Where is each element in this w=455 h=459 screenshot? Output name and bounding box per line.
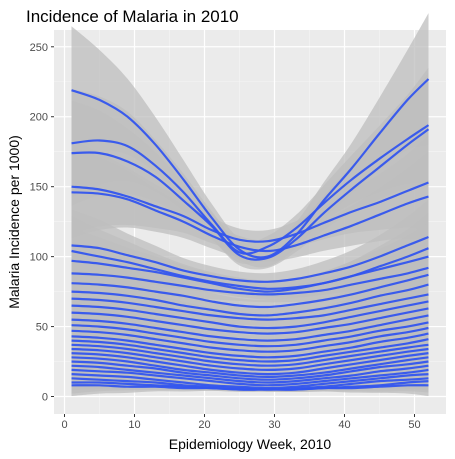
y-tick-label: 50	[36, 322, 48, 334]
x-tick-label: 20	[198, 419, 210, 431]
series-line	[71, 368, 429, 387]
series-line	[71, 332, 429, 359]
x-tick-label: 40	[338, 419, 350, 431]
series-line	[71, 347, 429, 372]
series-line	[71, 314, 429, 342]
x-tick-label: 50	[408, 419, 420, 431]
series-line	[71, 300, 429, 330]
series-lines	[71, 78, 430, 391]
y-tick-label: 250	[30, 42, 48, 54]
x-tick-label: 30	[268, 419, 280, 431]
series-line	[71, 266, 429, 296]
confidence-band	[71, 374, 429, 396]
y-tick-label: 200	[30, 112, 48, 124]
series-line	[71, 283, 429, 317]
series-line	[71, 321, 429, 348]
series-line	[71, 373, 429, 390]
series-line	[71, 360, 429, 381]
y-tick-label: 0	[42, 392, 48, 404]
confidence-band	[71, 146, 429, 262]
series-line	[71, 191, 429, 253]
axis-ticks	[51, 46, 415, 417]
series-line	[71, 384, 429, 391]
series-line	[71, 128, 430, 261]
y-tick-labels: 0 50 100 150 200 250	[30, 42, 48, 404]
y-axis-title: Malaria Incidence per 1000)	[6, 135, 22, 309]
series-line	[71, 364, 429, 384]
x-axis-title: Epidemiology Week, 2010	[169, 436, 332, 452]
y-tick-label: 150	[30, 182, 48, 194]
x-tick-label: 0	[61, 419, 67, 431]
series-line	[71, 181, 429, 243]
chart-title: Incidence of Malaria in 2010	[26, 7, 239, 26]
series-line	[71, 255, 429, 293]
series-line	[71, 356, 429, 379]
series-line	[71, 78, 430, 259]
x-tick-label: 10	[128, 419, 140, 431]
series-line	[71, 307, 429, 335]
x-tick-labels: 0 10 20 30 40 50	[61, 419, 420, 431]
series-line	[71, 352, 429, 376]
series-line	[71, 273, 429, 309]
series-line	[71, 124, 430, 255]
series-line	[71, 235, 429, 283]
series-line	[71, 338, 429, 363]
confidence-band	[71, 72, 429, 270]
y-tick-label: 100	[30, 252, 48, 264]
series-line	[71, 343, 429, 367]
series-line	[71, 247, 429, 290]
series-line	[71, 293, 429, 321]
series-line	[71, 326, 429, 353]
